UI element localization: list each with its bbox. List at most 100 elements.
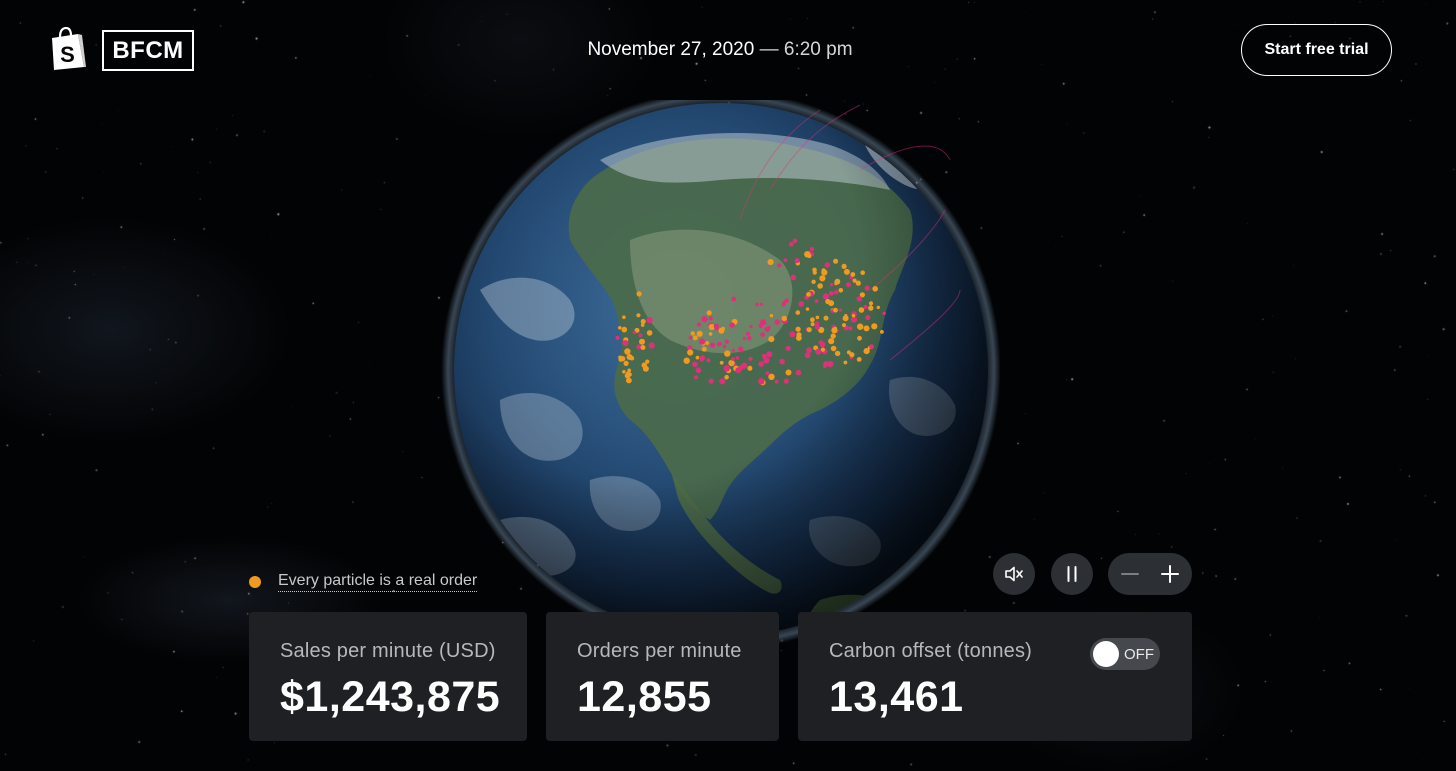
order-particle (880, 330, 884, 334)
bfcm-logo[interactable]: BFCM (102, 30, 194, 71)
order-particle (648, 342, 655, 349)
order-particle (706, 358, 711, 363)
order-particle (876, 305, 880, 310)
order-particle (818, 326, 825, 334)
shopify-bag-icon[interactable]: S (49, 27, 87, 70)
order-arcs (739, 104, 961, 361)
order-particle (731, 348, 735, 352)
order-particle (795, 369, 802, 376)
order-particle (713, 323, 720, 329)
order-particle (748, 356, 753, 361)
order-particle (827, 361, 834, 368)
minus-icon (1121, 573, 1139, 575)
order-particle (624, 348, 631, 355)
order-particle (741, 362, 748, 369)
order-particle (708, 316, 713, 321)
order-particle (721, 326, 725, 331)
zoom-in-button[interactable] (1159, 563, 1181, 585)
order-particle (851, 314, 856, 318)
order-particle (850, 316, 857, 323)
pause-button[interactable] (1051, 553, 1093, 595)
order-particle (738, 347, 743, 353)
order-particle (774, 319, 781, 325)
order-particle (830, 345, 837, 352)
order-particle (814, 299, 819, 303)
order-particle (814, 324, 820, 330)
order-particle (819, 275, 826, 282)
order-particle (638, 333, 643, 338)
toggle-state-label: OFF (1124, 646, 1154, 663)
order-particle (828, 290, 834, 296)
order-particle (639, 338, 645, 345)
order-particle (768, 373, 775, 380)
globe-visualization[interactable] (440, 100, 1000, 650)
order-particle (805, 307, 810, 311)
order-particle (701, 316, 708, 323)
order-particle (687, 349, 694, 356)
order-particle (864, 285, 870, 291)
order-particle (742, 336, 747, 341)
order-particle (640, 323, 645, 327)
orders-per-minute-card: Orders per minute 12,855 (546, 612, 779, 741)
order-particle (795, 326, 801, 332)
order-particle (621, 326, 628, 333)
order-particle (716, 341, 722, 347)
carbon-offset-value: 13,461 (829, 673, 964, 721)
order-particle (746, 331, 751, 336)
order-arc (769, 104, 861, 191)
order-particle (842, 323, 846, 328)
order-particle (735, 356, 740, 360)
order-arc (739, 109, 821, 221)
order-particle (696, 330, 703, 337)
start-free-trial-button[interactable]: Start free trial (1241, 24, 1392, 76)
svg-text:S: S (60, 42, 75, 67)
order-particle (710, 342, 716, 348)
order-particle (857, 323, 864, 330)
order-particle (749, 324, 753, 329)
carbon-offset-label: Carbon offset (tonnes) (829, 640, 1033, 662)
order-particle (640, 345, 646, 350)
carbon-offset-toggle[interactable]: OFF (1090, 638, 1160, 670)
order-particle (796, 335, 802, 341)
order-particle (819, 341, 826, 348)
particle-legend-text[interactable]: Every particle is a real order (278, 572, 478, 592)
order-particle (815, 315, 820, 320)
order-particle (865, 314, 871, 321)
order-particle (835, 279, 840, 285)
order-particle (687, 345, 693, 351)
zoom-out-button[interactable] (1119, 563, 1141, 585)
order-particle (765, 371, 770, 375)
order-particle (845, 282, 852, 288)
order-arc (859, 145, 951, 171)
order-particle (833, 326, 838, 331)
order-particle (850, 272, 856, 277)
order-particle (729, 322, 735, 328)
order-particle (781, 315, 787, 322)
order-particle (769, 314, 774, 318)
order-particle (789, 331, 796, 338)
order-particle (849, 352, 855, 358)
order-particle (815, 348, 822, 355)
toggle-knob (1093, 641, 1119, 667)
order-particle (838, 288, 844, 293)
order-particle (834, 290, 839, 295)
order-particle (696, 322, 702, 327)
order-particle (857, 335, 862, 341)
order-particle (724, 339, 729, 344)
sales-per-minute-label: Sales per minute (USD) (280, 640, 496, 662)
order-particle (622, 370, 626, 374)
order-particle (842, 315, 849, 322)
mute-button[interactable] (993, 553, 1035, 595)
order-particle (841, 263, 847, 269)
order-particle (858, 307, 865, 313)
order-particle (804, 352, 811, 359)
order-particle (812, 267, 817, 273)
order-particle (695, 355, 700, 360)
order-particle (783, 258, 788, 263)
order-particle (699, 338, 706, 345)
order-particle (848, 326, 853, 331)
order-particle (747, 336, 752, 341)
order-particle (629, 355, 635, 361)
order-particle (622, 315, 626, 319)
